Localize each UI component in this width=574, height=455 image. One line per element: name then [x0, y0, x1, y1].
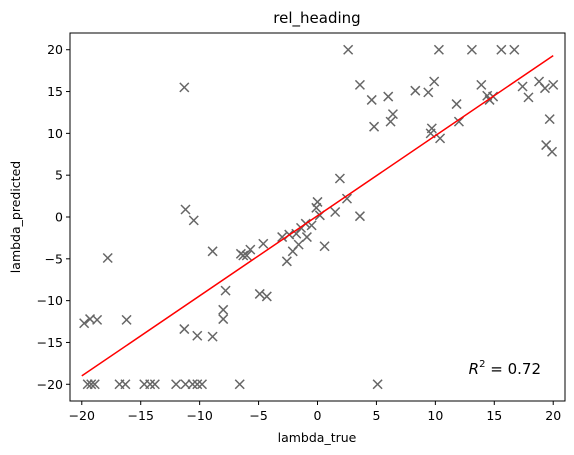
data-point-6	[86, 379, 97, 390]
data-point-13	[171, 379, 182, 390]
data-point-19	[179, 82, 190, 93]
y-tick-label: −15	[37, 335, 63, 350]
y-axis: −20 −15 −10 −5 0 5 10 15 20	[37, 42, 70, 392]
plot-marks	[79, 44, 559, 390]
data-point-21	[188, 215, 199, 226]
x-tick-label: −5	[249, 408, 267, 423]
data-point-47	[312, 196, 323, 207]
data-point-59	[383, 91, 394, 102]
data-point-72	[476, 79, 487, 90]
data-point-52	[341, 193, 352, 204]
data-point-23	[192, 330, 203, 341]
data-point-55	[354, 79, 365, 90]
y-tick-label: 10	[47, 126, 63, 141]
y-tick-label: 20	[47, 42, 63, 57]
data-point-40	[293, 239, 304, 250]
x-tick-label: 5	[372, 408, 380, 423]
data-point-49	[319, 241, 330, 252]
data-point-36	[277, 232, 288, 243]
data-point-69	[451, 99, 462, 110]
data-point-81	[539, 83, 550, 94]
data-point-11	[145, 379, 156, 390]
data-point-56	[366, 94, 377, 105]
y-axis-label: lambda_predicted	[8, 161, 23, 273]
y-tick-label: 15	[47, 84, 63, 99]
x-tick-label: 20	[545, 408, 561, 423]
data-point-5	[82, 379, 93, 390]
data-point-67	[433, 44, 444, 55]
data-point-25	[207, 246, 218, 257]
data-point-24	[207, 331, 218, 342]
data-point-28	[220, 285, 231, 296]
y-tick-label: −5	[45, 251, 63, 266]
data-point-58	[372, 379, 383, 390]
data-point-83	[544, 114, 555, 125]
data-point-4	[121, 314, 132, 325]
data-point-14	[180, 379, 191, 390]
data-point-31	[241, 250, 252, 261]
x-tick-label: 0	[314, 408, 322, 423]
x-tick-label: 15	[486, 408, 502, 423]
data-point-65	[426, 123, 437, 134]
r-squared-value: = 0.72	[485, 360, 541, 378]
data-point-32	[245, 244, 256, 255]
x-tick-label: 10	[427, 408, 443, 423]
data-point-77	[509, 44, 520, 55]
data-point-79	[523, 92, 534, 103]
x-tick-label: −20	[69, 408, 95, 423]
x-tick-label: −15	[128, 408, 154, 423]
data-point-18	[234, 379, 245, 390]
data-point-22	[179, 324, 190, 335]
data-point-70	[453, 116, 464, 127]
data-point-9	[120, 379, 131, 390]
data-point-3	[102, 252, 113, 264]
r-squared-symbol: R	[469, 360, 479, 378]
data-point-33	[254, 288, 265, 299]
data-point-34	[261, 291, 272, 302]
x-tick-label: −10	[186, 408, 212, 423]
data-point-2	[92, 314, 103, 325]
data-point-62	[410, 85, 421, 96]
data-point-78	[517, 81, 528, 92]
data-point-12	[149, 379, 160, 390]
y-tick-label: −10	[37, 293, 63, 308]
data-point-61	[387, 109, 398, 120]
data-point-35	[258, 238, 269, 249]
data-point-53	[343, 44, 354, 55]
data-point-57	[369, 121, 380, 132]
y-tick-label: −20	[37, 377, 63, 392]
y-tick-label: 5	[55, 168, 63, 183]
regression-line	[81, 54, 554, 377]
chart-title: rel_heading	[273, 9, 360, 28]
data-point-30	[238, 250, 249, 261]
data-point-85	[548, 79, 559, 90]
data-point-37	[281, 256, 292, 267]
r-squared-annotation: R2 = 0.72	[469, 359, 541, 378]
data-point-60	[385, 116, 396, 127]
data-point-20	[180, 204, 191, 215]
data-point-54	[354, 211, 365, 222]
r-squared-superscript: 2	[479, 359, 485, 370]
data-point-41	[291, 228, 302, 239]
data-point-84	[547, 146, 558, 157]
data-point-26	[218, 304, 229, 315]
x-axis: −20 −15 −10 −5 0 5 10 15 20	[69, 401, 561, 423]
data-point-27	[218, 314, 229, 325]
data-point-50	[330, 206, 341, 218]
data-point-15	[187, 379, 198, 390]
data-point-71	[466, 44, 477, 55]
data-point-76	[496, 44, 507, 55]
data-point-7	[89, 379, 100, 390]
data-point-17	[196, 379, 208, 390]
data-point-66	[429, 76, 440, 87]
y-tick-label: 0	[55, 210, 63, 225]
data-point-63	[423, 87, 434, 98]
data-point-51	[334, 173, 345, 184]
data-point-0	[79, 318, 90, 329]
data-point-16	[192, 379, 203, 390]
data-point-44	[301, 232, 312, 243]
x-axis-label: lambda_true	[278, 430, 357, 445]
